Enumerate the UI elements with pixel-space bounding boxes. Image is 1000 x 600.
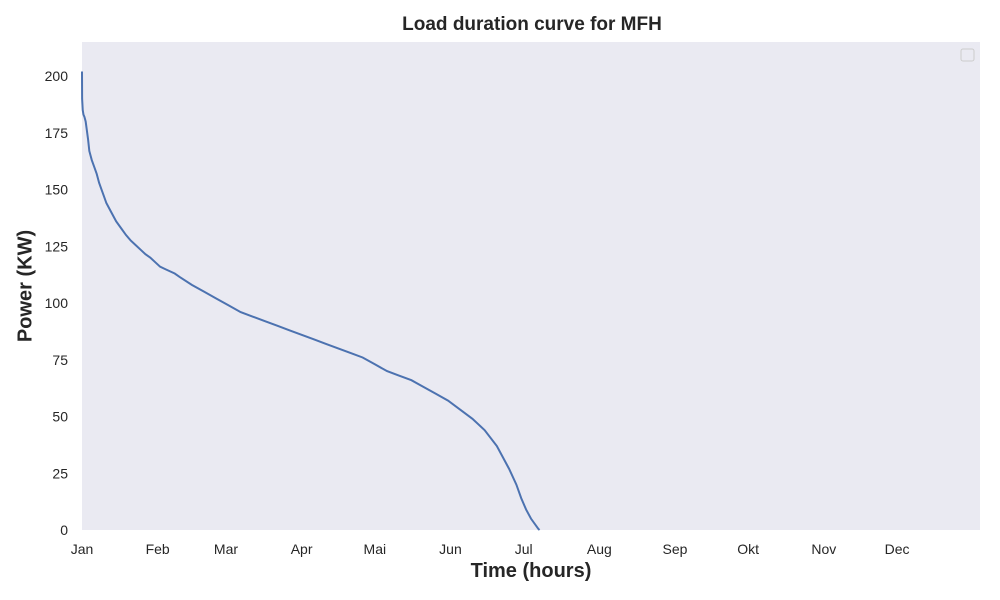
legend-box — [960, 48, 975, 62]
x-tick-label: Aug — [587, 541, 612, 557]
y-tick-label: 175 — [45, 125, 69, 141]
x-tick-label: Apr — [291, 541, 313, 557]
x-axis-label: Time (hours) — [470, 560, 592, 582]
y-tick-label: 150 — [45, 182, 69, 198]
plot-background — [82, 42, 980, 530]
y-tick-label: 50 — [52, 409, 68, 425]
chart-title: Load duration curve for MFH — [402, 14, 662, 35]
x-tick-label: Mai — [364, 541, 387, 557]
y-tick-label: 25 — [52, 465, 68, 481]
y-tick-label: 100 — [45, 295, 69, 311]
y-tick-label: 0 — [60, 522, 68, 538]
x-tick-labels: Jan Feb Mar Apr Mai Jun Jul Aug Sep Okt Nov Dec — [71, 541, 910, 557]
x-tick-label: Sep — [663, 541, 688, 557]
load-duration-line — [81, 71, 541, 531]
y-tick-labels: 0 25 50 75 100 125 150 175 200 — [45, 68, 69, 538]
x-tick-label: Nov — [811, 541, 836, 557]
x-tick-label: Mar — [214, 541, 238, 557]
x-tick-label: Jan — [71, 541, 94, 557]
x-tick-label: Okt — [737, 541, 759, 557]
x-tick-label: Dec — [885, 541, 910, 557]
x-tick-label: Jun — [439, 541, 462, 557]
x-tick-label: Feb — [146, 541, 170, 557]
y-tick-label: 125 — [45, 238, 69, 254]
x-tick-label: Jul — [515, 541, 533, 557]
y-tick-label: 75 — [52, 352, 68, 368]
y-tick-label: 200 — [45, 68, 69, 84]
